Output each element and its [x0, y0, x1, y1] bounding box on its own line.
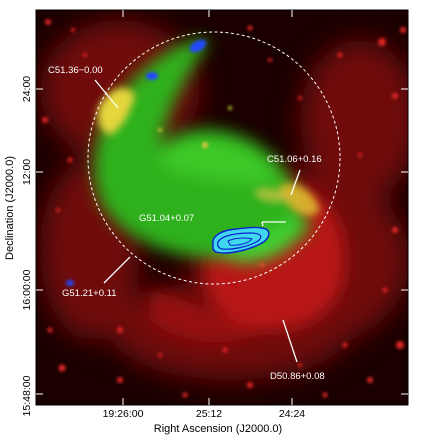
x-tick-labels: 19:26:00 25:12 24:24 [103, 408, 306, 420]
leader-c5106 [290, 169, 301, 196]
image-panel [36, 10, 408, 405]
label-g5121: G51.21+0.11 [62, 288, 117, 299]
contour-source [212, 226, 270, 254]
tick-marks [36, 10, 408, 405]
blue-knots [66, 39, 207, 286]
annotation-leaders [94, 79, 301, 363]
yellow-rims [97, 87, 320, 216]
y-axis-label: Declination (J2000.0) [4, 156, 16, 260]
image-frame [35, 9, 409, 406]
star-field [42, 19, 406, 398]
bright-sources [158, 106, 264, 267]
y-tick-1600: 16:00:00 [21, 269, 33, 310]
y-tick-labels: 15:48:00 16:00:00 12:00 24:00 [21, 76, 33, 417]
x-tick-2424: 24:24 [279, 408, 305, 420]
y-tick-2400: 24:00 [21, 76, 33, 102]
label-c5136: C51.36−0.00 [48, 65, 103, 76]
leader-d5086 [282, 319, 298, 363]
x-tick-2512: 25:12 [196, 408, 222, 420]
y-tick-1200: 12:00 [21, 159, 33, 185]
x-axis-label: Right Ascension (J2000.0) [154, 423, 282, 435]
dashed-region-circle [87, 31, 341, 285]
x-tick-192600: 19:26:00 [103, 408, 144, 420]
label-c5106: C51.06+0.16 [267, 154, 322, 165]
label-d5086: D50.86+0.08 [270, 371, 325, 382]
annotation-labels: C51.36−0.00 C51.06+0.16 G51.04+0.07 G51.… [48, 65, 325, 382]
leader-c5136 [94, 79, 119, 109]
leader-g5121 [103, 256, 131, 284]
label-g5104: G51.04+0.07 [139, 213, 194, 224]
leader-g5104-b [261, 221, 264, 227]
y-tick-1548: 15:48:00 [21, 375, 33, 416]
green-shell [93, 39, 310, 263]
